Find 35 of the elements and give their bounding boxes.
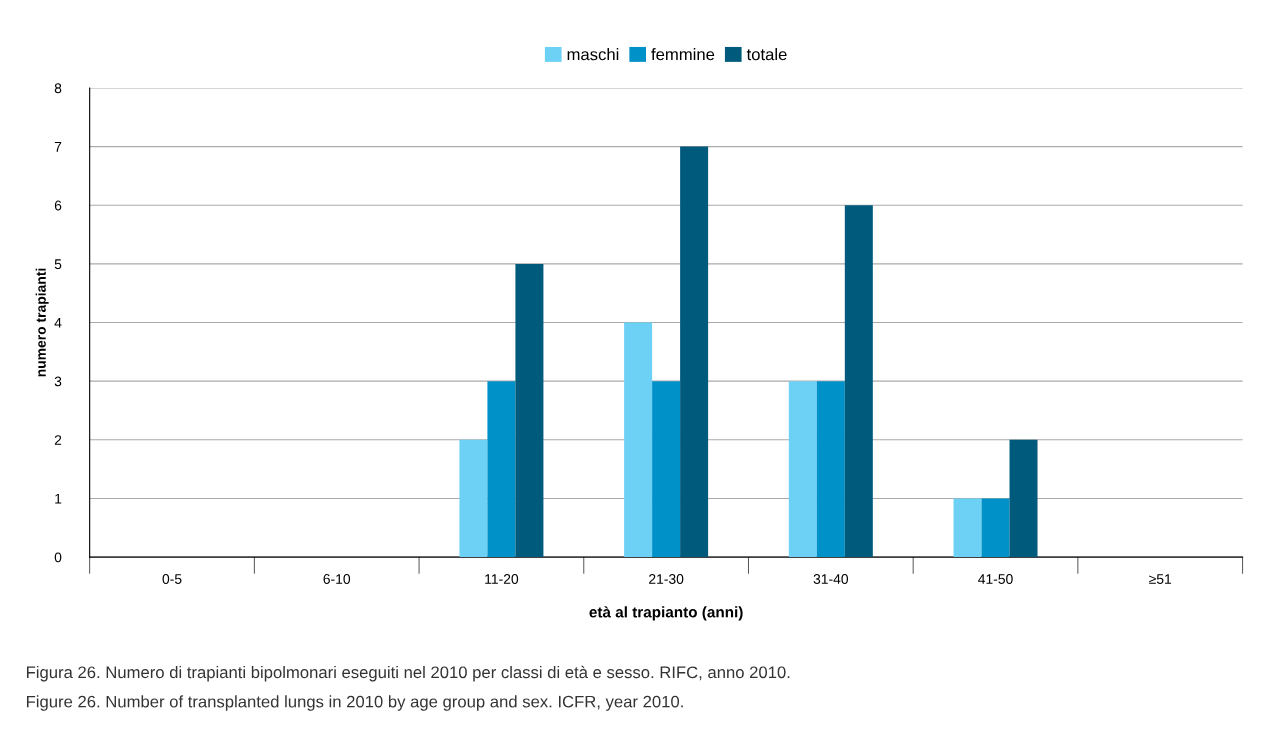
y-axis-title: numero trapianti <box>35 268 49 377</box>
legend-label: maschi <box>567 48 619 61</box>
y-tick-label: 5 <box>54 259 62 270</box>
y-tick-label: 2 <box>54 435 62 445</box>
bar <box>459 439 488 558</box>
caption: Figure 26. Number of transplanted lungs in 2010 by age group and sex. ICFR, year 2010. <box>26 695 683 711</box>
x-tick-label: 0-5 <box>162 574 182 584</box>
y-tick-label: 1 <box>55 493 62 504</box>
bar <box>981 498 1010 558</box>
text: Figura 26. Numero di trapianti bipolmonari eseguiti nel 2010 per classi di età e sesso. RIFC, anno 2010. <box>26 665 790 682</box>
y-tick-label: 6 <box>54 200 62 211</box>
x-tick-label: 31-40 <box>813 574 849 584</box>
y-tick-label: 0 <box>54 552 62 563</box>
y-tick-label: 4 <box>54 318 62 328</box>
legend-label: femmine <box>651 48 715 61</box>
y-tick-label: 3 <box>54 376 62 387</box>
x-tick-label: 11-20 <box>485 574 519 584</box>
bar <box>515 263 544 558</box>
x-tick-label: ≥51 <box>1149 574 1172 584</box>
legend-label: totale <box>746 48 787 61</box>
bar <box>788 381 817 558</box>
bar <box>680 146 709 558</box>
bar <box>652 381 681 558</box>
y-tick-label: 7 <box>54 142 62 152</box>
y-tick-label: 8 <box>54 83 62 94</box>
bar <box>624 322 653 558</box>
bar <box>487 381 516 558</box>
bar <box>1009 439 1038 558</box>
x-tick-label: 41-50 <box>978 574 1013 584</box>
bar <box>816 381 845 558</box>
bar <box>953 498 982 558</box>
x-axis-title: età al trapianto (anni) <box>589 606 743 621</box>
bar <box>844 205 873 558</box>
x-tick-label: 6-10 <box>323 574 351 584</box>
x-tick-label: 21-30 <box>649 574 684 584</box>
